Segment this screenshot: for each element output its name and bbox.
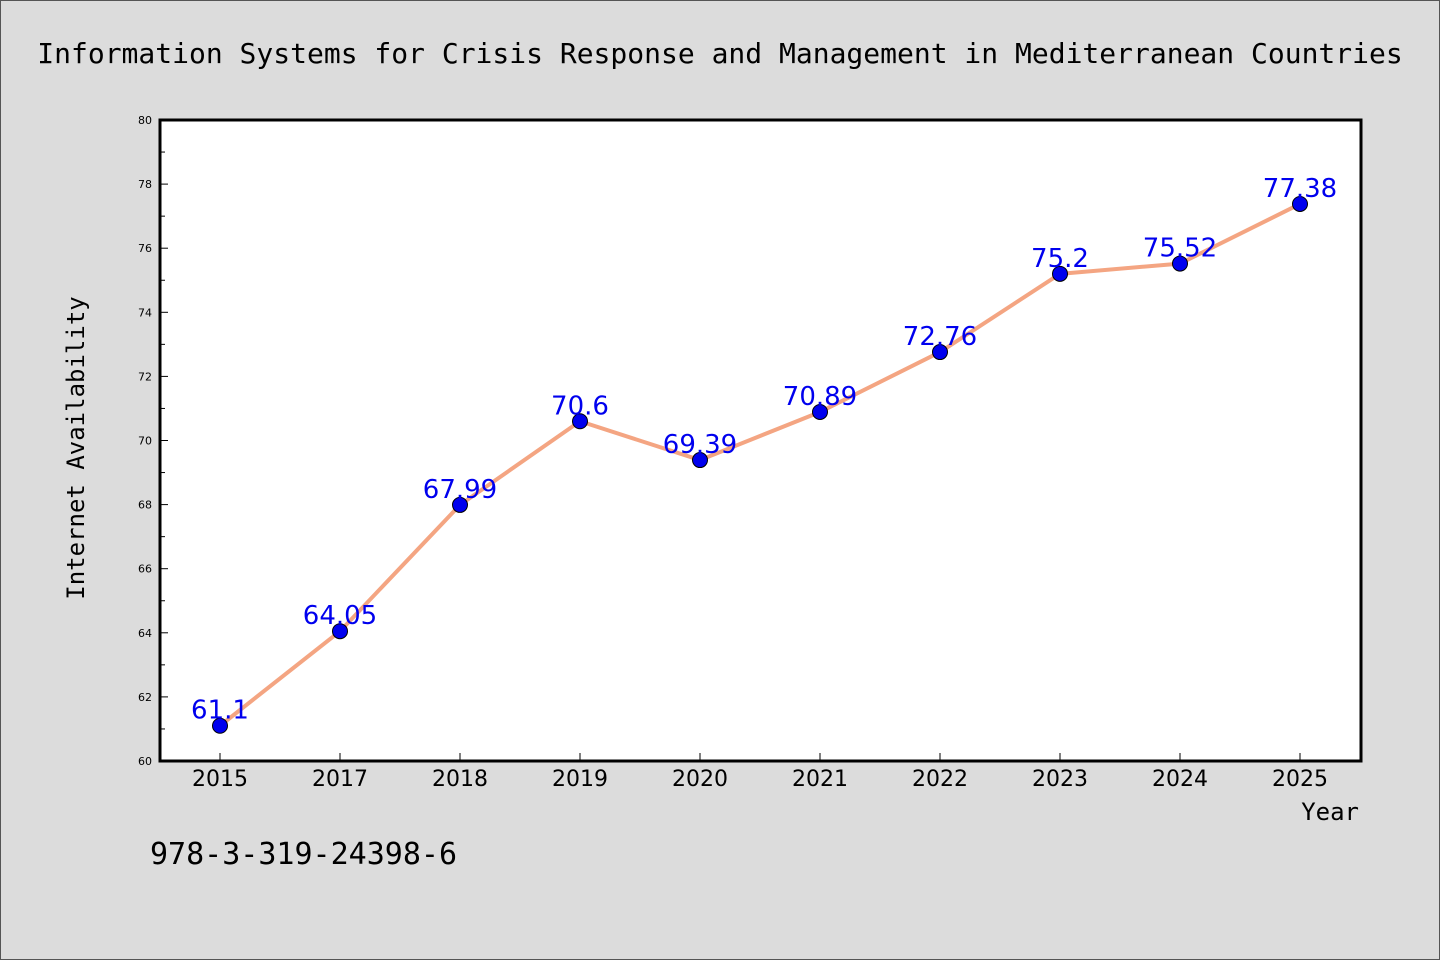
x-tick-label: 2023: [1032, 767, 1088, 792]
x-tick-label: 2015: [192, 767, 248, 792]
y-tick-label: 80: [138, 114, 152, 127]
x-axis: 2015 2017 2018 2019 2020 2021 2022 2023 2024 2025: [192, 753, 1328, 792]
y-tick-label: 78: [138, 178, 152, 191]
y-tick-label: 76: [138, 242, 152, 255]
data-label: 69.39: [663, 430, 737, 460]
x-tick-label: 2020: [672, 767, 728, 792]
y-tick-label: 62: [138, 691, 152, 704]
data-labels: 61.1 64.05 67.99 70.6 69.39 70.89 72.76 75.2 75.…: [191, 174, 1337, 726]
data-label: 75.2: [1031, 244, 1089, 274]
y-tick-label: 70: [138, 435, 152, 448]
data-points: [212, 195, 1308, 734]
x-tick-label: 2017: [312, 767, 368, 792]
x-tick-label: 2019: [552, 767, 608, 792]
data-point: [812, 403, 828, 420]
y-tick-label: 74: [138, 306, 152, 319]
series-line: [218, 202, 1301, 728]
y-tick-label: 68: [138, 499, 152, 512]
isbn-text: 978-3-319-24398-6: [150, 837, 457, 872]
data-label: 67.99: [423, 475, 497, 505]
data-label: 61.1: [191, 696, 249, 726]
data-point: [1292, 195, 1308, 212]
series-path: [218, 202, 1301, 728]
y-tick-label: 64: [138, 627, 152, 640]
data-point: [332, 623, 348, 640]
x-tick-label: 2018: [432, 767, 488, 792]
data-label: 72.76: [903, 322, 977, 352]
data-point: [572, 413, 588, 430]
y-tick-label: 60: [138, 755, 152, 768]
x-tick-label: 2025: [1272, 767, 1328, 792]
x-tick-label: 2021: [792, 767, 848, 792]
data-point: [1052, 265, 1068, 282]
x-axis-label: Year: [1301, 798, 1359, 826]
y-tick-label: 72: [138, 370, 152, 383]
data-label: 70.6: [551, 391, 609, 421]
data-point: [212, 717, 228, 734]
data-label: 64.05: [303, 601, 377, 631]
plot-area: [158, 118, 1363, 763]
y-axis: 60 62 64 66 68 70 72 74 76 78 80: [138, 114, 168, 768]
data-label: 75.52: [1143, 234, 1217, 264]
data-label: 77.38: [1263, 174, 1337, 204]
data-point: [1172, 255, 1188, 272]
data-point: [452, 496, 468, 513]
x-tick-label: 2024: [1152, 767, 1208, 792]
data-point: [932, 344, 948, 361]
data-point: [692, 452, 708, 469]
x-tick-label: 2022: [912, 767, 968, 792]
y-axis-label: Internet Availability: [62, 296, 90, 599]
data-label: 70.89: [783, 382, 857, 412]
chart-title: Information Systems for Crisis Response …: [37, 37, 1402, 70]
y-tick-label: 66: [138, 563, 152, 576]
